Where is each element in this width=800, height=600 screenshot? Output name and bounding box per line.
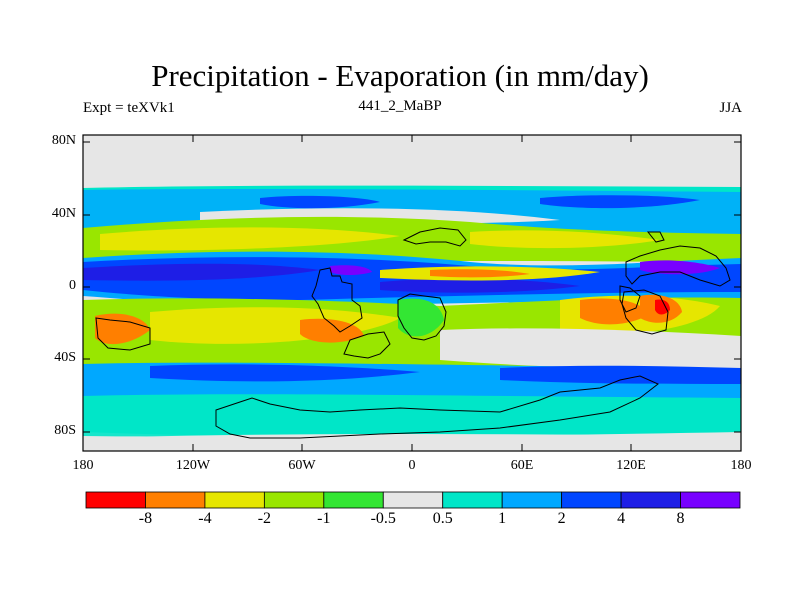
field-antarctic-gap (83, 434, 741, 451)
field-south-blue (150, 364, 420, 382)
field-itcz-darkblue-2 (380, 278, 580, 293)
field-south-blue-2 (500, 365, 741, 384)
coast-south-america (343, 331, 391, 359)
colorbar-label-2: -2 (257, 510, 272, 527)
x-tick-120w: 120W (175, 458, 211, 473)
colorbar (85, 491, 741, 509)
season-label: JJA (719, 100, 742, 116)
coast-north-america (311, 267, 363, 333)
field-south-green-patch (398, 298, 444, 337)
colorbar-swatch-8 (561, 491, 622, 509)
colorbar-swatch-4 (323, 491, 384, 509)
field-south-gap (440, 328, 741, 369)
field-itcz-purple-2 (330, 265, 372, 275)
field-itcz-darkblue (83, 263, 320, 281)
field-south-cyan-lower (83, 416, 520, 437)
x-tick-120e: 120E (616, 458, 646, 473)
x-tick-60e: 60E (510, 458, 534, 473)
coast-antarctica (215, 375, 659, 439)
figure-subtitle: 441_2_MaBP (358, 98, 442, 114)
coast-south-pacific-islands (95, 317, 151, 351)
colorbar-swatch-7 (501, 491, 563, 509)
experiment-label: Expt = teXVk1 (83, 100, 175, 116)
y-tick-0: 0 (69, 278, 76, 293)
axis-ticks (83, 135, 741, 451)
colorbar-label-9: 8 (676, 510, 685, 527)
coast-africa (397, 293, 447, 341)
figure-title: Precipitation - Evaporation (in mm/day) (151, 58, 649, 93)
y-tick-80n: 80N (51, 133, 76, 148)
field-north-yellow-2 (470, 230, 660, 249)
colorbar-label-4: -0.5 (370, 510, 396, 527)
coastlines (95, 227, 731, 439)
x-tick-60w: 60W (288, 458, 316, 473)
field-south-red (655, 299, 670, 315)
field-south-orange (95, 313, 150, 345)
colorbar-swatch-2 (204, 491, 265, 509)
colorbar-label-0: -8 (138, 510, 153, 527)
field-south-orange-2 (300, 318, 364, 343)
colorbar-label-1: -4 (198, 510, 212, 527)
coast-asia-east (625, 245, 731, 287)
x-tick-0: 0 (408, 458, 416, 473)
field-layer (83, 135, 741, 451)
field-eq-orange (430, 269, 530, 278)
colorbar-label-7: 2 (557, 510, 566, 527)
y-tick-40n: 40N (51, 206, 76, 221)
colorbar-swatch-9 (620, 491, 681, 509)
colorbar-label-5: 0.5 (432, 510, 453, 527)
colorbar-label-6: 1 (498, 510, 507, 527)
field-south-orange-3 (580, 298, 650, 325)
colorbar-label-3: -1 (317, 510, 331, 527)
y-tick-40s: 40S (54, 350, 76, 365)
coast-maritime (619, 285, 641, 313)
field-itcz-purple (640, 260, 720, 275)
y-tick-80s: 80S (54, 423, 76, 438)
field-north-blue-patch (260, 195, 380, 209)
field-north-blue-patch-2 (540, 195, 700, 209)
x-tick-180e: 180 (730, 458, 752, 473)
colorbar-swatch-0 (85, 491, 146, 509)
coast-south-asia (646, 231, 665, 243)
colorbar-swatch-5 (382, 491, 444, 509)
field-north-yellow (100, 227, 400, 251)
colorbar-swatch-6 (442, 491, 503, 509)
coast-australia (621, 289, 669, 335)
colorbar-label-8: 4 (617, 510, 626, 527)
colorbar-swatch-1 (145, 491, 206, 509)
coast-eurasia-n (402, 227, 467, 247)
colorbar-swatch-3 (263, 491, 325, 509)
x-tick-180w: 180 (72, 458, 94, 473)
colorbar-swatch-10 (680, 491, 741, 509)
